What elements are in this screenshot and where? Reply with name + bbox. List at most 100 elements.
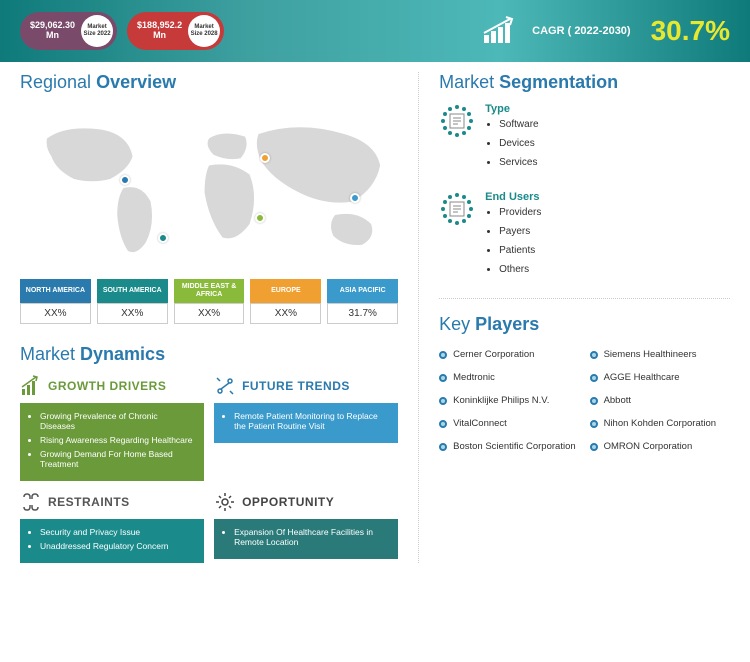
player-item: Abbott bbox=[590, 391, 730, 410]
player-name: Koninklijke Philips N.V. bbox=[453, 395, 549, 406]
world-map bbox=[20, 103, 398, 273]
dynamics-item: Expansion Of Healthcare Facilities in Re… bbox=[234, 527, 388, 547]
region-name: MIDDLE EAST & AFRICA bbox=[174, 279, 245, 303]
region-value: XX% bbox=[174, 303, 245, 324]
player-name: Cerner Corporation bbox=[453, 349, 534, 360]
document-icon bbox=[439, 191, 475, 227]
region-dot bbox=[158, 233, 168, 243]
region-box: EUROPEXX% bbox=[250, 279, 321, 324]
dynamics-item: Unaddressed Regulatory Concern bbox=[40, 541, 194, 551]
dynamics-block-title: FUTURE TRENDS bbox=[242, 379, 350, 393]
bullet-icon bbox=[590, 420, 598, 428]
region-value: XX% bbox=[97, 303, 168, 324]
dynamics-icon bbox=[214, 491, 236, 513]
dynamics-item: Growing Demand For Home Based Treatment bbox=[40, 449, 194, 469]
player-name: Abbott bbox=[604, 395, 631, 406]
regional-title: Regional Overview bbox=[20, 72, 398, 93]
metric-pill: $29,062.30MnMarketSize 2022 bbox=[20, 12, 117, 50]
region-value: XX% bbox=[250, 303, 321, 324]
region-name: SOUTH AMERICA bbox=[97, 279, 168, 303]
cagr-value: 30.7% bbox=[651, 15, 730, 47]
player-item: Siemens Healthineers bbox=[590, 345, 730, 364]
segmentation-list: Type Software Devices Services End Users Prov… bbox=[439, 103, 730, 283]
player-name: Siemens Healthineers bbox=[604, 349, 697, 360]
pill-value: $188,952.2Mn bbox=[131, 21, 188, 41]
segment-item: Software bbox=[499, 119, 730, 130]
region-dot bbox=[350, 193, 360, 203]
dynamics-block: GROWTH DRIVERS Growing Prevalence of Chro… bbox=[20, 375, 204, 481]
player-item: VitalConnect bbox=[439, 414, 579, 433]
region-value: XX% bbox=[20, 303, 91, 324]
bullet-icon bbox=[439, 420, 447, 428]
dynamics-item: Rising Awareness Regarding Healthcare bbox=[40, 435, 194, 445]
dynamics-block: OPPORTUNITY Expansion Of Healthcare Facil… bbox=[214, 491, 398, 563]
bullet-icon bbox=[590, 351, 598, 359]
region-box: ASIA PACIFIC31.7% bbox=[327, 279, 398, 324]
dynamics-block: RESTRAINTS Security and Privacy Issue Unad… bbox=[20, 491, 204, 563]
region-box: NORTH AMERICAXX% bbox=[20, 279, 91, 324]
player-name: Medtronic bbox=[453, 372, 495, 383]
bullet-icon bbox=[439, 443, 447, 451]
region-box: MIDDLE EAST & AFRICAXX% bbox=[174, 279, 245, 324]
player-item: Nihon Kohden Corporation bbox=[590, 414, 730, 433]
dynamics-icon bbox=[214, 375, 236, 397]
dynamics-icon bbox=[20, 375, 42, 397]
region-value: 31.7% bbox=[327, 303, 398, 324]
dynamics-title: Market Dynamics bbox=[20, 344, 398, 365]
dynamics-item: Remote Patient Monitoring to Replace the… bbox=[234, 411, 388, 431]
pill-value: $29,062.30Mn bbox=[24, 21, 81, 41]
region-box: SOUTH AMERICAXX% bbox=[97, 279, 168, 324]
players-grid: Cerner Corporation Siemens Healthineers Me… bbox=[439, 345, 730, 456]
segment-label: Type bbox=[485, 103, 730, 115]
player-name: Nihon Kohden Corporation bbox=[604, 418, 717, 429]
segment-item: Patients bbox=[499, 245, 730, 256]
segment-group: Type Software Devices Services bbox=[439, 103, 730, 176]
region-dot bbox=[120, 175, 130, 185]
header-banner: $29,062.30MnMarketSize 2022$188,952.2MnM… bbox=[0, 0, 750, 62]
dynamics-block-title: RESTRAINTS bbox=[48, 495, 130, 509]
dynamics-block: FUTURE TRENDS Remote Patient Monitoring t… bbox=[214, 375, 398, 481]
pill-label: MarketSize 2022 bbox=[81, 15, 113, 47]
metric-pill: $188,952.2MnMarketSize 2028 bbox=[127, 12, 224, 50]
dynamics-grid: GROWTH DRIVERS Growing Prevalence of Chro… bbox=[20, 375, 398, 563]
player-item: Boston Scientific Corporation bbox=[439, 437, 579, 456]
segment-label: End Users bbox=[485, 191, 730, 203]
document-icon bbox=[439, 103, 475, 139]
player-item: Medtronic bbox=[439, 368, 579, 387]
bullet-icon bbox=[590, 397, 598, 405]
dynamics-icon bbox=[20, 491, 42, 513]
dynamics-block-title: GROWTH DRIVERS bbox=[48, 379, 166, 393]
player-name: AGGE Healthcare bbox=[604, 372, 680, 383]
bullet-icon bbox=[590, 443, 598, 451]
segment-item: Devices bbox=[499, 138, 730, 149]
segment-item: Others bbox=[499, 264, 730, 275]
players-title: Key Players bbox=[439, 298, 730, 335]
cagr-label: CAGR ( 2022-2030) bbox=[532, 25, 630, 37]
region-dot bbox=[255, 213, 265, 223]
player-item: AGGE Healthcare bbox=[590, 368, 730, 387]
bullet-icon bbox=[590, 374, 598, 382]
segment-item: Providers bbox=[499, 207, 730, 218]
region-name: ASIA PACIFIC bbox=[327, 279, 398, 303]
dynamics-block-title: OPPORTUNITY bbox=[242, 495, 334, 509]
player-item: Cerner Corporation bbox=[439, 345, 579, 364]
segment-item: Payers bbox=[499, 226, 730, 237]
player-item: OMRON Corporation bbox=[590, 437, 730, 456]
dynamics-item: Security and Privacy Issue bbox=[40, 527, 194, 537]
segment-group: End Users Providers Payers Patients Others bbox=[439, 191, 730, 283]
player-name: Boston Scientific Corporation bbox=[453, 441, 576, 452]
region-name: NORTH AMERICA bbox=[20, 279, 91, 303]
metric-pills: $29,062.30MnMarketSize 2022$188,952.2MnM… bbox=[20, 12, 234, 50]
region-values: NORTH AMERICAXX%SOUTH AMERICAXX%MIDDLE E… bbox=[20, 279, 398, 324]
bullet-icon bbox=[439, 397, 447, 405]
cagr-display: CAGR ( 2022-2030) 30.7% bbox=[482, 15, 730, 48]
player-name: VitalConnect bbox=[453, 418, 507, 429]
growth-chart-icon bbox=[482, 15, 522, 48]
pill-label: MarketSize 2028 bbox=[188, 15, 220, 47]
region-name: EUROPE bbox=[250, 279, 321, 303]
player-item: Koninklijke Philips N.V. bbox=[439, 391, 579, 410]
dynamics-item: Growing Prevalence of Chronic Diseases bbox=[40, 411, 194, 431]
segment-item: Services bbox=[499, 157, 730, 168]
bullet-icon bbox=[439, 351, 447, 359]
player-name: OMRON Corporation bbox=[604, 441, 693, 452]
